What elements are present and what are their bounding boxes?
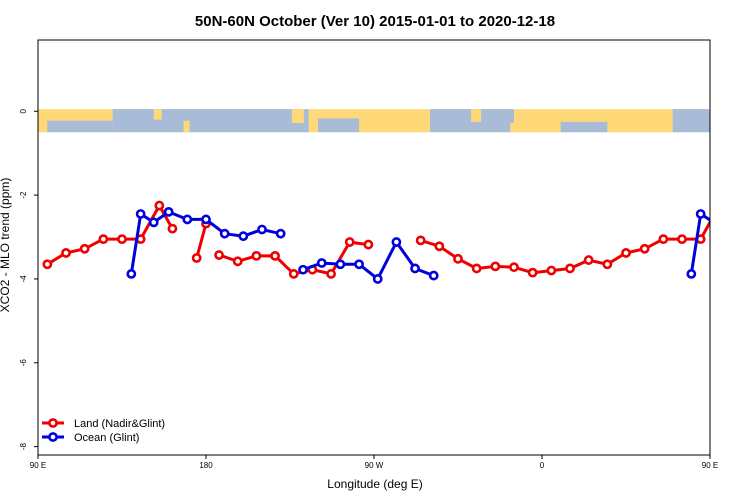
data-point: [434, 241, 445, 252]
data-point: [354, 259, 364, 270]
legend-marker: [48, 432, 58, 442]
map-band-ocean: [318, 118, 360, 133]
data-point: [658, 234, 669, 245]
series-land: [42, 200, 736, 279]
data-point: [565, 263, 575, 274]
data-point: [98, 234, 109, 245]
map-band-ocean: [150, 109, 309, 133]
data-point: [275, 228, 286, 239]
data-point: [326, 269, 336, 279]
data-point: [695, 209, 706, 219]
data-point: [602, 259, 613, 270]
legend-label: Land (Nadir&Glint): [74, 418, 165, 430]
series-line: [129, 210, 282, 275]
data-point: [415, 235, 426, 246]
data-point: [744, 216, 750, 223]
data-point: [257, 224, 267, 235]
data-point: [238, 231, 249, 242]
data-point: [639, 243, 650, 254]
data-point: [201, 214, 211, 225]
data-point: [135, 209, 146, 219]
x-tick-label: 0: [540, 461, 545, 470]
y-tick-label: -4: [19, 275, 28, 283]
series-line: [689, 211, 710, 275]
data-point: [79, 243, 90, 254]
data-point: [163, 206, 174, 217]
map-band-land: [291, 109, 304, 123]
series-layer: [42, 200, 750, 284]
map-band-land: [714, 109, 722, 119]
legend: Land (Nadir&Glint) Ocean (Glint): [42, 418, 165, 444]
y-axis-label: XCO2 - MLO trend (ppm): [0, 178, 12, 313]
chart-title: 50N-60N October (Ver 10) 2015-01-01 to 2…: [195, 13, 555, 30]
data-point: [453, 253, 463, 264]
data-point: [335, 259, 346, 270]
data-point: [490, 261, 501, 272]
data-point: [251, 250, 262, 261]
data-point: [316, 258, 327, 268]
plot-frame: [37, 39, 711, 456]
x-tick-label: 90 E: [30, 461, 46, 470]
map-band: [38, 109, 722, 133]
x-axis-label: Longitude (deg E): [327, 477, 422, 491]
x-tick-label: 180: [199, 461, 213, 470]
data-point: [61, 248, 71, 258]
data-point: [621, 248, 631, 258]
data-point: [167, 223, 178, 234]
map-band-land: [471, 109, 482, 122]
data-point: [214, 250, 224, 260]
data-point: [708, 219, 710, 226]
data-point: [288, 269, 299, 279]
legend-label: Ocean (Glint): [74, 432, 139, 444]
y-axis: 0 -2 -4 -6 -8: [19, 108, 38, 450]
data-point: [219, 228, 230, 239]
map-band-land: [183, 120, 190, 133]
data-point: [372, 274, 383, 284]
data-point: [148, 217, 159, 228]
legend-marker: [48, 418, 58, 428]
y-tick-label: -6: [19, 359, 28, 367]
map-band-ocean: [560, 121, 608, 133]
data-point: [509, 262, 519, 273]
data-point: [117, 234, 127, 245]
data-point: [270, 250, 280, 261]
data-point: [729, 225, 736, 232]
data-point: [344, 237, 355, 247]
x-tick-label: 90 W: [365, 461, 384, 470]
data-point: [686, 269, 697, 279]
data-point: [298, 264, 308, 275]
data-point: [677, 234, 687, 245]
map-band-land: [510, 123, 517, 133]
map-band-land: [153, 109, 162, 120]
data-point: [583, 255, 594, 265]
data-point: [126, 269, 137, 279]
series-line: [195, 223, 208, 259]
data-point: [546, 265, 557, 276]
data-point: [363, 239, 374, 250]
data-point: [471, 263, 482, 274]
x-axis: 90 E 180 90 W 0 90 E: [30, 455, 718, 470]
y-tick-label: -2: [19, 191, 28, 199]
data-point: [410, 263, 420, 274]
data-point: [428, 270, 439, 281]
data-point: [154, 200, 165, 211]
y-tick-label: 0: [19, 108, 28, 113]
map-band-ocean: [672, 109, 710, 133]
map-band-ocean: [47, 120, 113, 133]
data-point: [391, 237, 402, 247]
data-point: [716, 202, 723, 209]
y-tick-label: -8: [19, 443, 28, 451]
data-point: [191, 253, 202, 263]
map-band-ocean: [112, 109, 150, 133]
data-point: [527, 267, 538, 278]
series-ocean: [126, 206, 750, 284]
data-point: [42, 259, 53, 270]
data-point: [232, 256, 243, 267]
data-point: [725, 208, 732, 215]
x-tick-label: 90 E: [702, 461, 718, 470]
data-point: [182, 214, 193, 225]
